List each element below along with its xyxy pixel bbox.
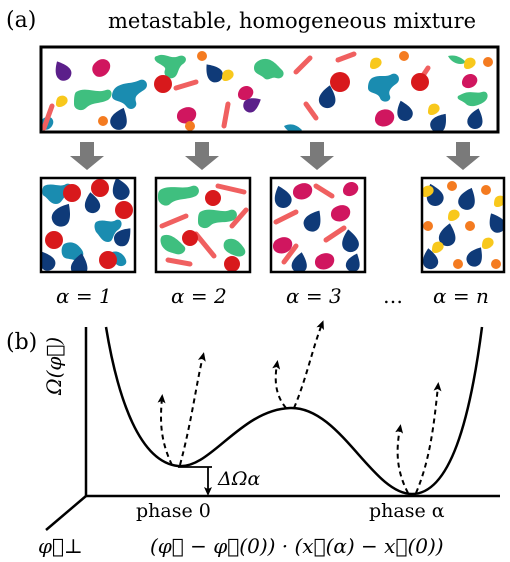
down-arrow-4 xyxy=(446,142,480,170)
panel-a-title: metastable, homogeneous mixture xyxy=(108,9,477,33)
landscape-axes xyxy=(45,327,500,531)
barrier-label: ΔΩα xyxy=(218,468,261,490)
fluctuation-arrows xyxy=(157,320,442,494)
phase-label-1: α = 1 xyxy=(56,284,112,308)
phase-alpha-label: phase α xyxy=(369,500,445,522)
perp-axis xyxy=(45,495,87,531)
phase-label-n: α = n xyxy=(433,284,489,308)
panel-a-label: (a) xyxy=(6,8,37,33)
down-arrow-3 xyxy=(300,142,334,170)
phase-box-2 xyxy=(154,176,252,274)
phase-box-n xyxy=(420,176,506,274)
barrier-marker xyxy=(178,466,212,496)
down-arrows xyxy=(70,142,480,170)
x-axis-label: (φ⃗ − φ⃗(0)) · (x⃗(α) − x⃗(0)) xyxy=(150,534,444,558)
down-arrow-1 xyxy=(70,142,104,170)
phase-label-2: α = 2 xyxy=(171,284,227,308)
phase-box-1 xyxy=(39,176,137,274)
phase-label-3: α = 3 xyxy=(286,284,342,308)
free-energy-curve xyxy=(104,326,484,496)
panel-b-label: (b) xyxy=(6,330,38,355)
y-axis-label: Ω(φ⃗) xyxy=(42,336,66,395)
perp-axis-label: φ⃗⊥ xyxy=(38,534,83,558)
phase-0-label: phase 0 xyxy=(136,500,211,522)
mixture-box xyxy=(39,45,500,134)
down-arrow-2 xyxy=(185,142,219,170)
phase-box-3 xyxy=(269,176,367,274)
ellipsis: … xyxy=(383,284,403,308)
